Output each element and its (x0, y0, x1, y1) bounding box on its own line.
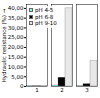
svg-text:3: 3 (85, 87, 89, 93)
html-text:pH 4-5: pH 4-5 (35, 7, 54, 13)
svg-text:5,00: 5,00 (11, 73, 24, 79)
svg-text:25,00: 25,00 (8, 34, 24, 40)
svg-text:1: 1 (35, 87, 39, 93)
svg-text:40,00: 40,00 (8, 5, 24, 11)
svg-text:15,00: 15,00 (8, 54, 24, 60)
svg-text:0: 0 (20, 83, 24, 89)
svg-text:Hydraulic resistance (%) →: Hydraulic resistance (%) → (1, 8, 8, 82)
svg-text:20,00: 20,00 (8, 44, 24, 50)
svg-text:10,00: 10,00 (8, 64, 24, 70)
html-text:pH 6-8: pH 6-8 (35, 13, 54, 20)
svg-text:2: 2 (60, 87, 64, 93)
svg-text:30,00: 30,00 (8, 25, 24, 31)
html-text:pH 9-10: pH 9-10 (35, 20, 57, 26)
svg-text:35,00: 35,00 (8, 15, 24, 21)
